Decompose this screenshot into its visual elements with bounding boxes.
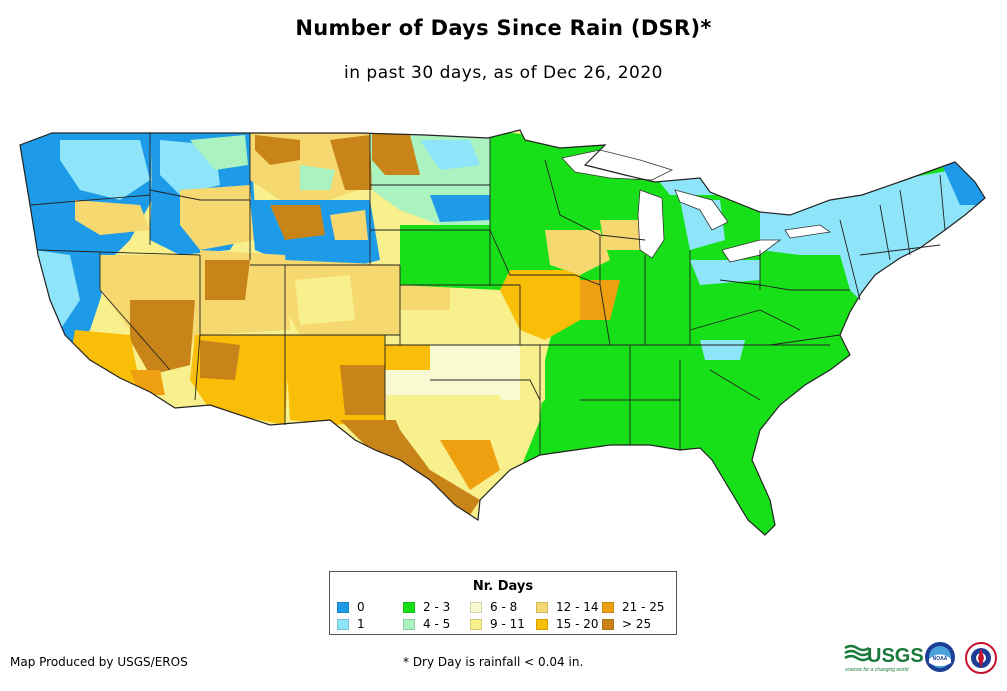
dry-day-footnote: * Dry Day is rainfall < 0.04 in. [403, 655, 584, 669]
legend-label: 15 - 20 [556, 617, 599, 631]
legend-item-0: 0 [337, 601, 365, 614]
legend-label: 9 - 11 [490, 617, 525, 631]
legend-swatch [470, 602, 482, 613]
legend-item-5: 9 - 11 [470, 618, 525, 631]
legend-swatch [602, 602, 614, 613]
noaa-wordmark: NOAA [933, 656, 948, 662]
map-legend: Nr. Days 0 1 2 - 3 4 - 5 6 - 8 9 - 11 12… [329, 571, 677, 635]
legend-item-2: 2 - 3 [403, 601, 450, 614]
legend-title: Nr. Days [472, 579, 534, 594]
legend-swatch [403, 602, 415, 613]
map-subtitle: in past 30 days, as of Dec 26, 2020 [344, 63, 663, 83]
legend-label: 4 - 5 [423, 617, 451, 631]
legend-item-7: 15 - 20 [536, 618, 599, 631]
nws-logo-icon [965, 642, 997, 674]
legend-item-9: > 25 [602, 618, 651, 631]
legend-label: 12 - 14 [556, 600, 599, 614]
legend-swatch [470, 619, 482, 630]
usgs-wordmark: USGS [867, 645, 924, 667]
legend-swatch [337, 602, 349, 613]
legend-label: 1 [357, 617, 365, 631]
legend-label: 0 [357, 600, 365, 614]
legend-label: 2 - 3 [423, 600, 451, 614]
legend-swatch [337, 619, 349, 630]
legend-swatch [602, 619, 614, 630]
legend-item-6: 12 - 14 [536, 601, 599, 614]
legend-label: 21 - 25 [622, 600, 665, 614]
legend-item-1: 1 [337, 618, 365, 631]
legend-item-8: 21 - 25 [602, 601, 665, 614]
map-credit: Map Produced by USGS/EROS [10, 655, 188, 669]
legend-swatch [403, 619, 415, 630]
legend-item-3: 4 - 5 [403, 618, 450, 631]
legend-label: 6 - 8 [490, 600, 518, 614]
agency-logos: USGS science for a changing world NOAA [844, 642, 997, 674]
great-lakes [561, 149, 832, 263]
us-outline [19, 129, 986, 536]
usgs-logo-icon: USGS science for a changing world [844, 644, 924, 673]
noaa-logo-icon: NOAA [925, 642, 955, 672]
legend-swatch [536, 602, 548, 613]
legend-item-4: 6 - 8 [470, 601, 517, 614]
usgs-tagline: science for a changing world [845, 667, 909, 673]
map-title: Number of Days Since Rain (DSR)* [295, 16, 712, 40]
state-borders [29, 133, 946, 455]
legend-label: > 25 [622, 617, 652, 631]
legend-swatch [536, 619, 548, 630]
